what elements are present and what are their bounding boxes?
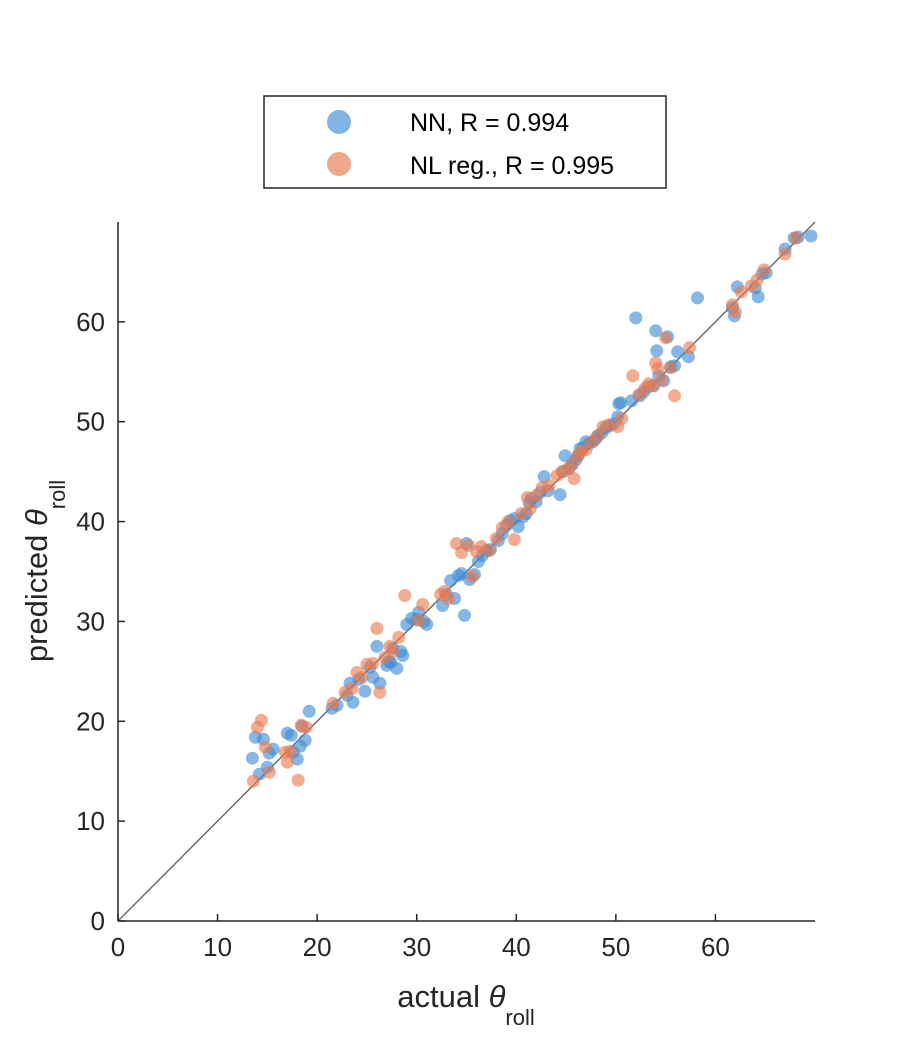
data-point	[358, 684, 372, 698]
data-point	[284, 728, 298, 742]
data-point	[734, 285, 748, 299]
data-point	[254, 713, 268, 727]
data-point	[757, 263, 771, 277]
data-point	[691, 291, 704, 305]
data-point	[392, 630, 406, 644]
data-point	[280, 755, 294, 769]
legend-label-nl-reg: NL reg., R = 0.995	[410, 152, 614, 180]
data-point	[366, 656, 380, 670]
x-tick-label: 0	[111, 932, 125, 962]
series-nl-reg	[246, 231, 803, 788]
x-axis-title-subscript: roll	[505, 1005, 534, 1030]
data-point	[373, 676, 387, 690]
axes	[117, 222, 815, 922]
tick-labels: 0 10 20 30 40 50 60 0 10 20 30 40 50 60	[76, 307, 730, 962]
y-tick-label: 30	[76, 606, 105, 636]
data-point	[412, 613, 426, 627]
data-point	[398, 589, 412, 602]
x-axis-title-symbol: θ	[489, 979, 506, 1014]
data-point	[258, 740, 272, 754]
data-point	[804, 229, 818, 243]
data-point	[370, 621, 384, 635]
data-point	[750, 273, 764, 287]
series-layer	[245, 229, 818, 788]
data-point	[326, 696, 340, 710]
data-point	[396, 648, 410, 662]
data-point	[345, 681, 359, 695]
data-point	[629, 311, 643, 325]
data-point	[683, 341, 696, 355]
data-point	[728, 305, 742, 319]
data-point	[373, 685, 387, 699]
legend: NN, R = 0.994 NL reg., R = 0.995	[263, 95, 667, 189]
y-tick-label: 60	[76, 307, 105, 337]
x-tick-label: 50	[601, 932, 630, 962]
data-point	[442, 592, 456, 605]
data-point	[507, 533, 521, 546]
data-point	[355, 670, 369, 684]
data-point	[390, 661, 404, 675]
x-tick-label: 30	[402, 932, 431, 962]
data-point	[553, 488, 567, 502]
data-point	[650, 344, 664, 358]
data-point	[651, 362, 665, 376]
y-axis-title: predicted θroll	[19, 480, 70, 662]
data-point	[262, 765, 276, 779]
data-point	[245, 751, 259, 765]
y-tick-label: 10	[76, 806, 105, 836]
data-point	[789, 231, 803, 245]
data-point	[542, 479, 556, 493]
x-tick-label: 40	[502, 932, 531, 962]
data-point	[649, 324, 663, 338]
data-point	[458, 608, 471, 622]
data-point	[291, 773, 305, 787]
data-point	[615, 412, 629, 426]
legend-label-nn: NN, R = 0.994	[410, 109, 569, 137]
data-point	[567, 472, 581, 486]
y-tick-label: 40	[76, 507, 105, 537]
data-point	[668, 389, 682, 403]
data-point	[246, 774, 260, 788]
data-point	[370, 639, 384, 653]
data-point	[298, 733, 312, 747]
legend-marker-nl-reg	[327, 152, 351, 176]
y-tick-label: 0	[91, 906, 105, 936]
x-tick-label: 20	[303, 932, 332, 962]
data-point	[659, 331, 673, 345]
data-point	[671, 345, 685, 359]
data-point	[489, 532, 503, 545]
data-point	[523, 502, 537, 516]
x-axis-title-main: actual	[397, 979, 488, 1014]
data-point	[386, 644, 400, 658]
data-point	[778, 247, 792, 261]
data-point	[466, 570, 479, 583]
data-point	[626, 369, 640, 383]
legend-marker-nn	[327, 110, 351, 134]
x-axis-title: actual θroll	[397, 979, 535, 1030]
y-axis-title-symbol: θ	[19, 509, 54, 526]
data-point	[614, 396, 628, 410]
x-tick-label: 60	[701, 932, 730, 962]
y-tick-label: 20	[76, 706, 105, 736]
data-point	[299, 720, 313, 734]
data-point	[482, 544, 496, 557]
data-point	[501, 515, 515, 529]
data-point	[664, 361, 678, 375]
x-tick-label: 10	[203, 932, 232, 962]
data-point	[558, 449, 572, 463]
y-axis-title-main: predicted	[19, 526, 54, 662]
y-tick-label: 50	[76, 407, 105, 437]
data-point	[302, 704, 316, 718]
data-point	[655, 373, 669, 387]
data-point	[511, 520, 525, 534]
data-point	[346, 695, 360, 709]
data-point	[416, 598, 430, 611]
data-point	[751, 290, 765, 304]
data-point	[283, 744, 297, 758]
y-axis-title-subscript: roll	[45, 480, 70, 509]
